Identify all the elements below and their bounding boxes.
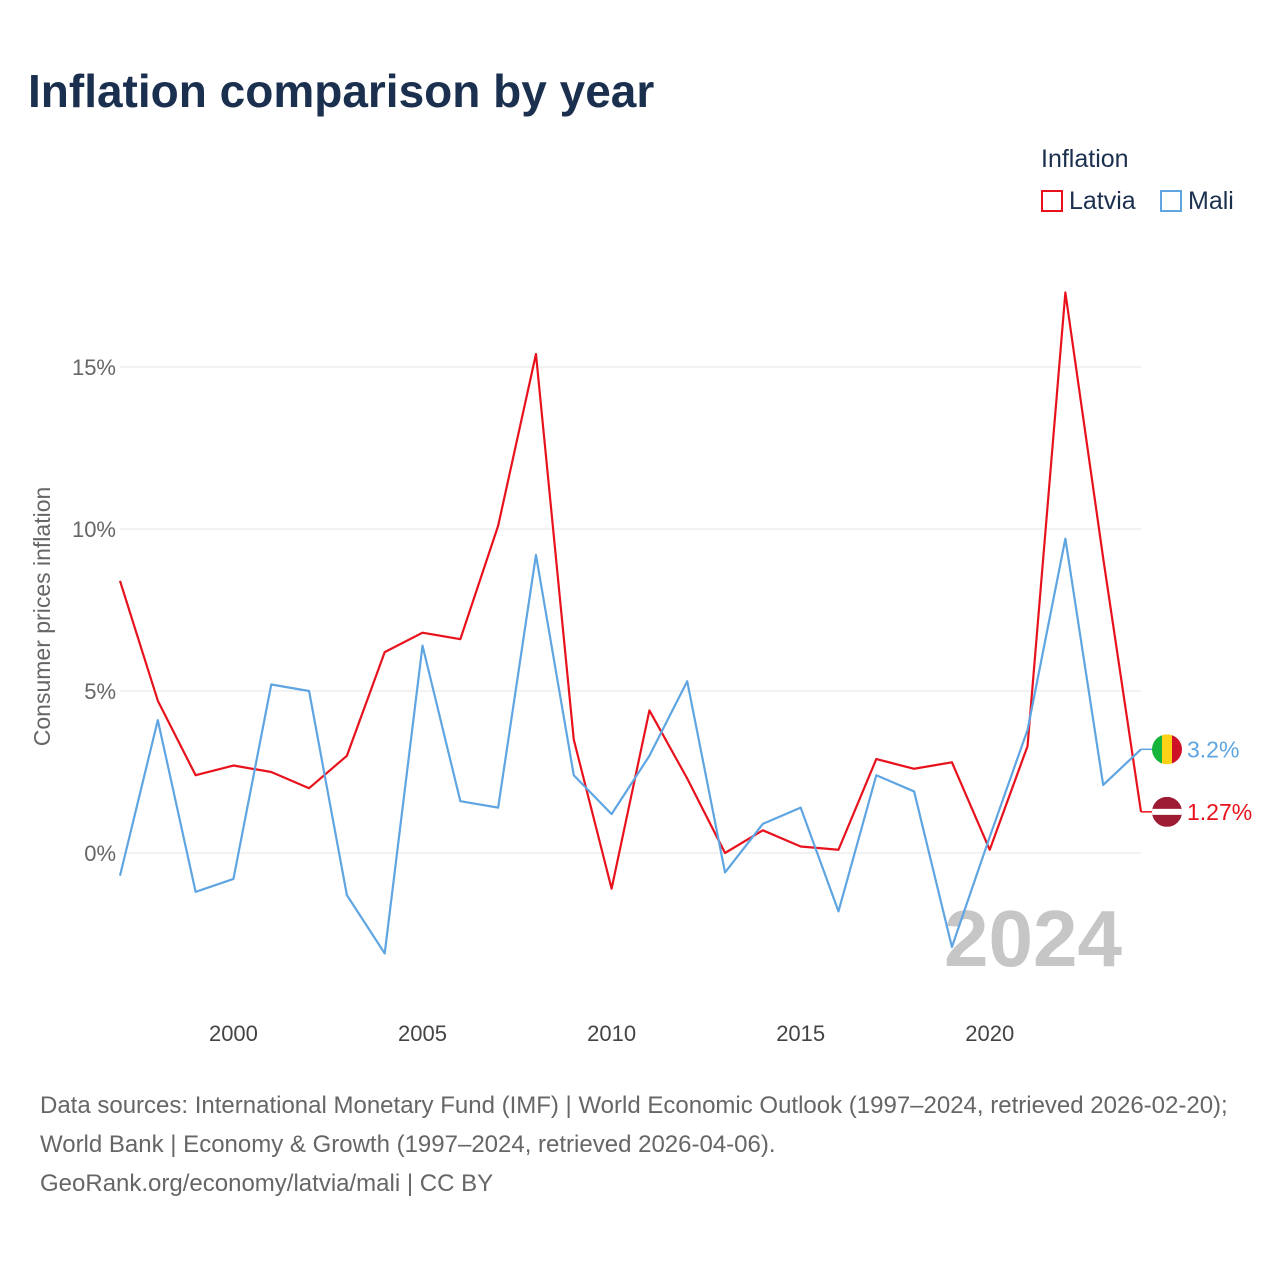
legend-label-mali: Mali xyxy=(1188,186,1234,215)
x-tick-label: 2010 xyxy=(587,1021,636,1046)
mali-flag-icon xyxy=(1152,734,1182,765)
x-tick-label: 2000 xyxy=(209,1021,258,1046)
chart-title: Inflation comparison by year xyxy=(28,65,655,117)
y-tick-label: 0% xyxy=(84,841,116,866)
y-tick-label: 5% xyxy=(84,679,116,704)
legend-swatch-mali xyxy=(1160,190,1182,212)
credit-line: GeoRank.org/economy/latvia/mali | CC BY xyxy=(40,1170,494,1197)
legend-title: Inflation xyxy=(1041,145,1129,173)
y-tick-label: 10% xyxy=(72,517,116,542)
y-tick-label: 15% xyxy=(72,355,116,380)
source-note: Data sources: International Monetary Fun… xyxy=(40,1086,1250,1203)
legend-item-latvia[interactable]: Latvia xyxy=(1041,186,1136,216)
legend-item-mali[interactable]: Mali xyxy=(1160,186,1234,216)
end-value-label-latvia: 1.27% xyxy=(1187,799,1252,825)
legend-swatch-latvia xyxy=(1041,190,1063,212)
series-line-latvia[interactable] xyxy=(118,291,1143,890)
year-watermark: 2024 xyxy=(944,894,1122,983)
y-axis-title: Consumer prices inflation xyxy=(29,487,55,747)
x-tick-label: 2005 xyxy=(398,1021,447,1046)
legend-label-latvia: Latvia xyxy=(1069,186,1136,215)
source-line: Data sources: International Monetary Fun… xyxy=(40,1092,1228,1158)
x-tick-label: 2015 xyxy=(776,1021,825,1046)
x-tick-label: 2020 xyxy=(965,1021,1014,1046)
latvia-flag-icon xyxy=(1152,796,1182,827)
end-value-label-mali: 3.2% xyxy=(1187,736,1239,762)
series-line-mali[interactable] xyxy=(118,537,1142,955)
